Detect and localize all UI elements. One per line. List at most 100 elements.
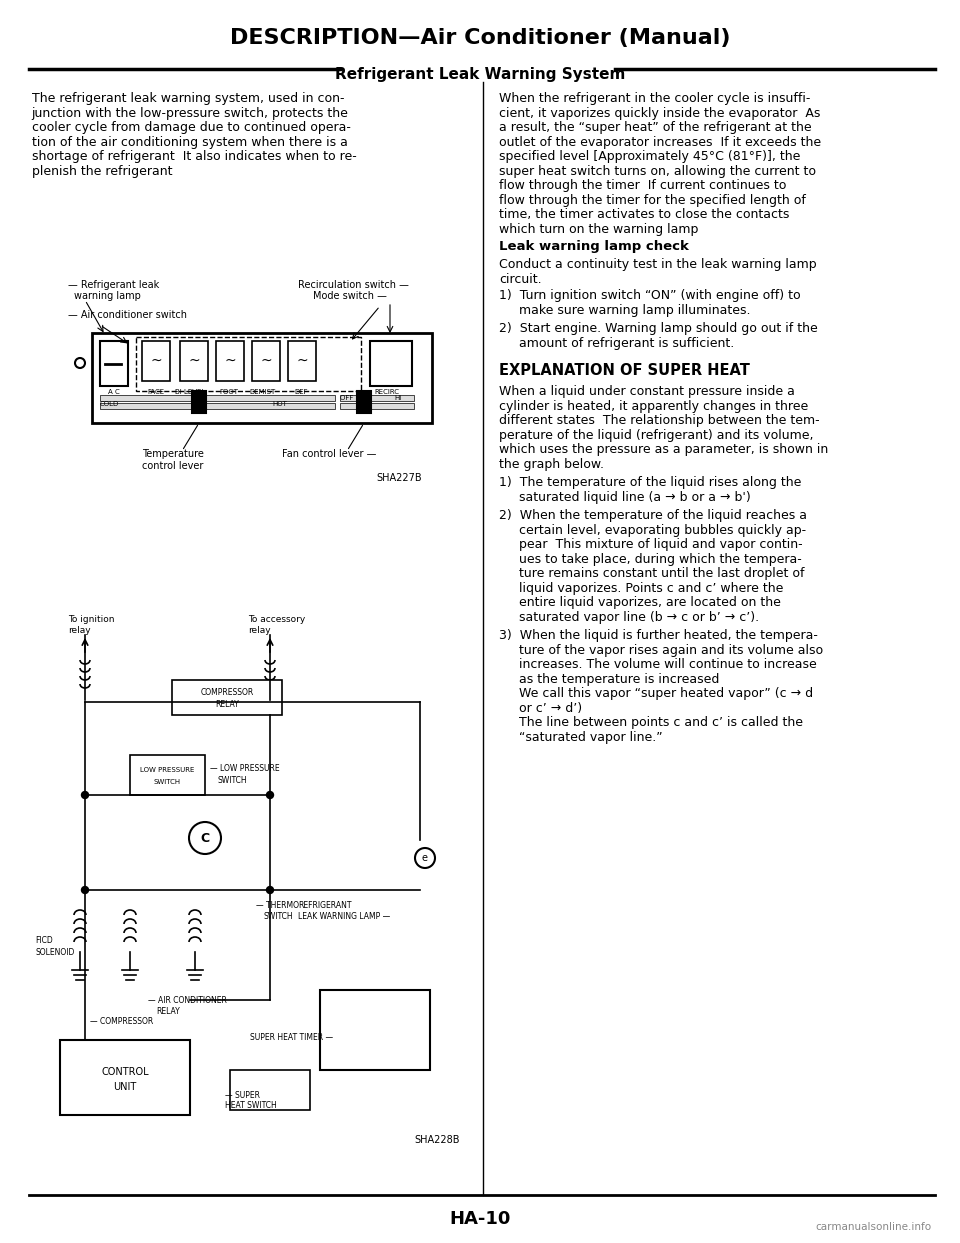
- Text: cylinder is heated, it apparently changes in three: cylinder is heated, it apparently change…: [499, 399, 808, 413]
- Text: ~: ~: [188, 354, 200, 368]
- Text: C: C: [201, 832, 209, 844]
- Text: Temperature: Temperature: [142, 449, 204, 459]
- Text: 1)  The temperature of the liquid rises along the: 1) The temperature of the liquid rises a…: [499, 476, 802, 488]
- Text: HA-10: HA-10: [449, 1209, 511, 1228]
- Text: UNIT: UNIT: [113, 1081, 136, 1093]
- Text: DESCRIPTION—Air Conditioner (Manual): DESCRIPTION—Air Conditioner (Manual): [229, 29, 731, 48]
- Text: FOOT: FOOT: [220, 389, 238, 395]
- Text: circuit.: circuit.: [499, 272, 541, 286]
- Circle shape: [267, 886, 274, 894]
- Text: a result, the “super heat” of the refrigerant at the: a result, the “super heat” of the refrig…: [499, 121, 812, 134]
- Circle shape: [82, 792, 88, 798]
- Text: FICD: FICD: [35, 936, 53, 945]
- Bar: [130, 755, 205, 796]
- Text: A C: A C: [108, 389, 120, 395]
- Text: 2)  When the temperature of the liquid reaches a: 2) When the temperature of the liquid re…: [499, 508, 807, 522]
- Text: make sure warning lamp illuminates.: make sure warning lamp illuminates.: [499, 303, 751, 317]
- Text: control lever: control lever: [142, 461, 204, 471]
- Text: Refrigerant Leak Warning System: Refrigerant Leak Warning System: [335, 67, 625, 82]
- Text: 1)  Turn ignition switch “ON” (with engine off) to: 1) Turn ignition switch “ON” (with engin…: [499, 290, 801, 302]
- Text: — SUPER: — SUPER: [225, 1090, 260, 1100]
- Bar: [230, 1070, 310, 1110]
- Bar: [192, 392, 206, 413]
- Text: HEAT SWITCH: HEAT SWITCH: [225, 1101, 276, 1110]
- Text: Leak warning lamp check: Leak warning lamp check: [499, 240, 689, 254]
- Text: pear  This mixture of liquid and vapor contin-: pear This mixture of liquid and vapor co…: [499, 538, 803, 551]
- Text: the graph below.: the graph below.: [499, 457, 604, 471]
- Text: RECIRC: RECIRC: [374, 389, 399, 395]
- Text: EXPLANATION OF SUPER HEAT: EXPLANATION OF SUPER HEAT: [499, 363, 750, 378]
- Text: SUPER HEAT TIMER —: SUPER HEAT TIMER —: [250, 1033, 333, 1042]
- Text: 3)  When the liquid is further heated, the tempera-: 3) When the liquid is further heated, th…: [499, 629, 818, 641]
- Text: liquid vaporizes. Points c and c’ where the: liquid vaporizes. Points c and c’ where …: [499, 582, 783, 594]
- Text: ture of the vapor rises again and its volume also: ture of the vapor rises again and its vo…: [499, 644, 824, 656]
- Text: LOW PRESSURE: LOW PRESSURE: [140, 767, 195, 773]
- Bar: [100, 341, 128, 387]
- Text: specified level [Approximately 45°C (81°F)], the: specified level [Approximately 45°C (81°…: [499, 150, 801, 163]
- Text: time, the timer activates to close the contacts: time, the timer activates to close the c…: [499, 208, 789, 221]
- Text: ture remains constant until the last droplet of: ture remains constant until the last dro…: [499, 567, 804, 580]
- Bar: [100, 403, 335, 409]
- Text: DEMIST: DEMIST: [250, 389, 276, 395]
- Text: COMPRESSOR: COMPRESSOR: [201, 687, 253, 697]
- Circle shape: [82, 886, 88, 894]
- Bar: [60, 1040, 190, 1115]
- Text: or c’ → d’): or c’ → d’): [499, 701, 583, 715]
- Text: FACE: FACE: [148, 389, 164, 395]
- Text: When the refrigerant in the cooler cycle is insuffi-: When the refrigerant in the cooler cycle…: [499, 92, 810, 104]
- Text: warning lamp: warning lamp: [74, 291, 141, 301]
- Bar: [357, 392, 371, 413]
- Text: REFRIGERANT: REFRIGERANT: [298, 900, 351, 910]
- Text: certain level, evaporating bubbles quickly ap-: certain level, evaporating bubbles quick…: [499, 523, 806, 537]
- Bar: [172, 680, 282, 715]
- Text: plenish the refrigerant: plenish the refrigerant: [32, 164, 172, 178]
- Text: BI LEVEL: BI LEVEL: [175, 389, 205, 395]
- Text: HOT: HOT: [272, 401, 287, 406]
- Text: cient, it vaporizes quickly inside the evaporator  As: cient, it vaporizes quickly inside the e…: [499, 107, 821, 119]
- Text: amount of refrigerant is sufficient.: amount of refrigerant is sufficient.: [499, 337, 734, 349]
- Text: ~: ~: [150, 354, 162, 368]
- Bar: [340, 395, 414, 401]
- Text: To ignition: To ignition: [68, 615, 114, 624]
- Text: Conduct a continuity test in the leak warning lamp: Conduct a continuity test in the leak wa…: [499, 259, 817, 271]
- Text: entire liquid vaporizes, are located on the: entire liquid vaporizes, are located on …: [499, 595, 781, 609]
- Text: saturated liquid line (a → b or a → b'): saturated liquid line (a → b or a → b'): [499, 491, 751, 503]
- Text: which turn on the warning lamp: which turn on the warning lamp: [499, 222, 699, 235]
- Text: relay: relay: [68, 626, 90, 635]
- Text: The refrigerant leak warning system, used in con-: The refrigerant leak warning system, use…: [32, 92, 345, 104]
- Text: e: e: [422, 853, 428, 863]
- Text: super heat switch turns on, allowing the current to: super heat switch turns on, allowing the…: [499, 164, 816, 178]
- Text: DEF: DEF: [294, 389, 308, 395]
- Text: COLD: COLD: [100, 401, 119, 406]
- Text: LEAK WARNING LAMP —: LEAK WARNING LAMP —: [298, 911, 391, 921]
- Bar: [288, 341, 316, 382]
- Text: SHA227B: SHA227B: [376, 474, 422, 484]
- Text: When a liquid under constant pressure inside a: When a liquid under constant pressure in…: [499, 385, 795, 398]
- Bar: [340, 403, 414, 409]
- Text: RELAY: RELAY: [215, 700, 239, 709]
- Text: SWITCH: SWITCH: [154, 779, 181, 786]
- Text: different states  The relationship between the tem-: different states The relationship betwee…: [499, 414, 820, 428]
- Bar: [370, 341, 412, 387]
- Text: flow through the timer  If current continues to: flow through the timer If current contin…: [499, 179, 786, 191]
- Text: junction with the low-pressure switch, protects the: junction with the low-pressure switch, p…: [32, 107, 348, 119]
- Text: ~: ~: [297, 354, 308, 368]
- Text: OFF  LO: OFF LO: [340, 395, 367, 401]
- Bar: [142, 341, 170, 382]
- Text: SHA228B: SHA228B: [415, 1135, 460, 1145]
- Text: — Refrigerant leak: — Refrigerant leak: [68, 280, 159, 290]
- Text: SWITCH: SWITCH: [218, 776, 248, 784]
- Bar: [136, 337, 361, 392]
- Text: flow through the timer for the specified length of: flow through the timer for the specified…: [499, 194, 806, 206]
- Text: ~: ~: [260, 354, 272, 368]
- Text: saturated vapor line (b → c or b’ → c’).: saturated vapor line (b → c or b’ → c’).: [499, 610, 759, 624]
- Text: To accessory: To accessory: [248, 615, 305, 624]
- Text: — AIR CONDITIONER: — AIR CONDITIONER: [148, 996, 227, 1004]
- Text: SOLENOID: SOLENOID: [35, 947, 74, 957]
- Text: Fan control lever —: Fan control lever —: [282, 449, 376, 459]
- Text: cooler cycle from damage due to continued opera-: cooler cycle from damage due to continue…: [32, 121, 350, 134]
- Bar: [252, 341, 280, 382]
- Bar: [180, 341, 208, 382]
- Circle shape: [267, 792, 274, 798]
- Text: The line between points c and c’ is called the: The line between points c and c’ is call…: [499, 716, 804, 728]
